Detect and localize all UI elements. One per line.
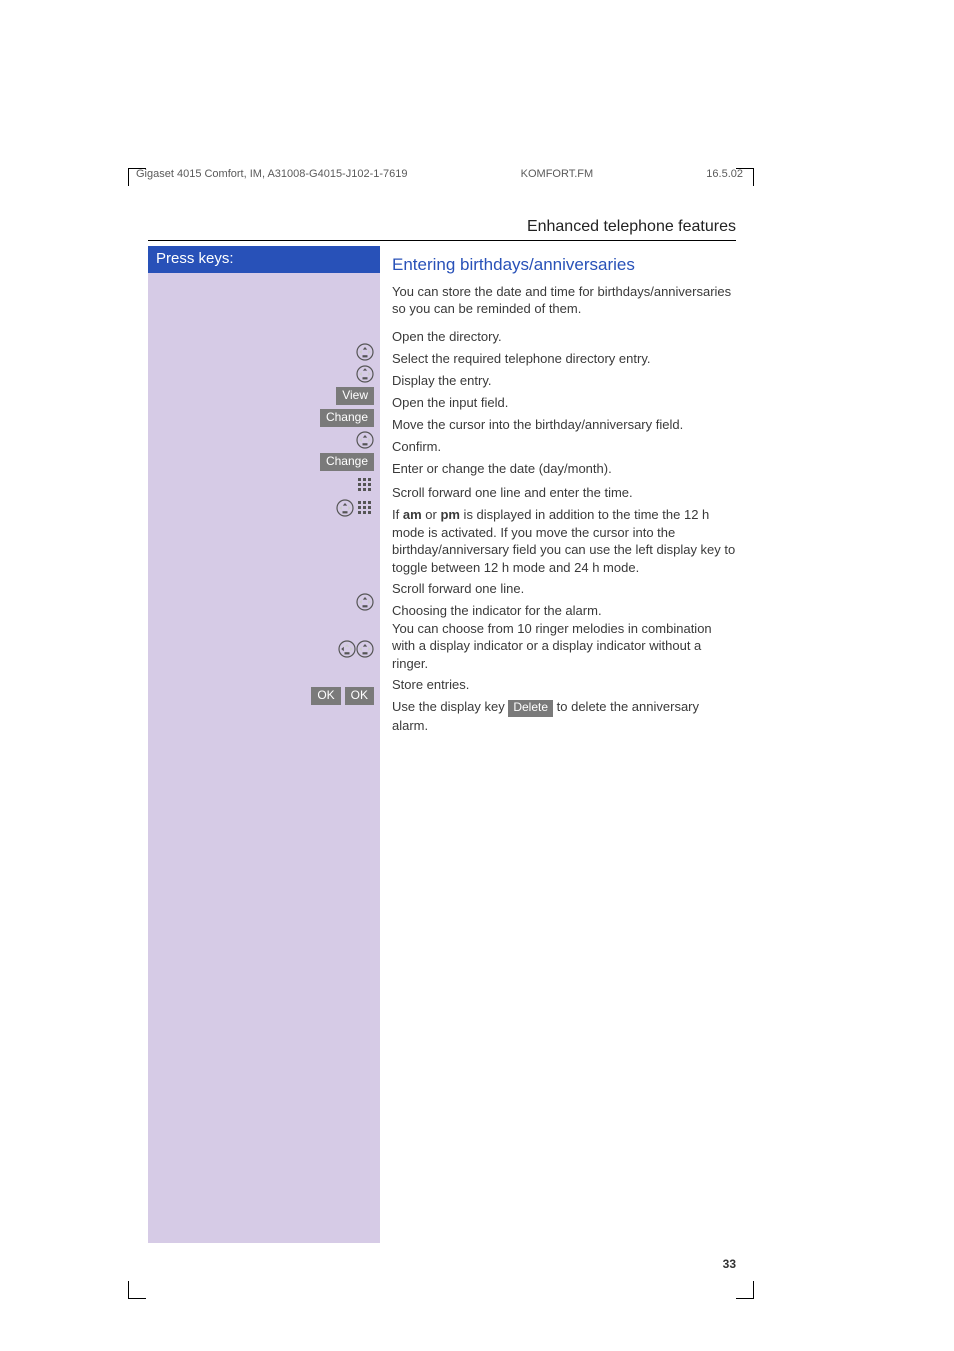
key-row	[148, 341, 380, 363]
header-rule	[148, 240, 736, 241]
nav-down-icon	[356, 431, 374, 449]
view-softkey: View	[336, 387, 374, 406]
content-area: Press keys: View Change Change OK OK Enterin…	[148, 246, 736, 1243]
key-row	[148, 707, 380, 747]
step-text: If am or pm is displayed in addition to …	[392, 504, 736, 578]
step-text: Display the entry.	[392, 370, 736, 392]
keypad-icon	[356, 499, 374, 517]
key-row: Change	[148, 407, 380, 429]
key-row	[148, 429, 380, 451]
ok-softkey: OK	[311, 687, 340, 706]
manual-page: Gigaset 4015 Comfort, IM, A31008-G4015-J…	[0, 0, 954, 1351]
step-text: Scroll forward one line.	[392, 578, 736, 600]
step-text: Use the display key Delete to delete the…	[392, 696, 736, 736]
step-text: Open the input field.	[392, 392, 736, 414]
step-text: Store entries.	[392, 674, 736, 696]
step-text: Move the cursor into the birthday/annive…	[392, 414, 736, 436]
nav-updown-icon	[356, 365, 374, 383]
step-text: Scroll forward one line and enter the ti…	[392, 482, 736, 504]
ok-softkey: OK	[345, 687, 374, 706]
nav-down-icon	[336, 499, 354, 517]
step-text: Confirm.	[392, 436, 736, 458]
crop-mark	[128, 1281, 146, 1299]
key-row	[148, 591, 380, 613]
key-row: OK OK	[148, 685, 380, 707]
nav-down-icon	[356, 640, 374, 658]
key-row: Change	[148, 451, 380, 473]
delete-softkey: Delete	[508, 700, 553, 717]
page-number: 33	[723, 1257, 736, 1271]
change-softkey: Change	[320, 453, 374, 472]
press-keys-column: Press keys: View Change Change OK OK	[148, 246, 380, 1243]
key-row	[148, 473, 380, 497]
step-text: Choosing the indicator for the alarm.You…	[392, 600, 736, 674]
nav-down-icon	[356, 343, 374, 361]
instruction-column: Entering birthdays/anniversaries You can…	[380, 246, 736, 1243]
step-text: Open the directory.	[392, 326, 736, 348]
nav-down-icon	[356, 593, 374, 611]
key-rows: View Change Change OK OK	[148, 273, 380, 747]
article-heading: Entering birthdays/anniversaries	[392, 254, 736, 277]
change-softkey: Change	[320, 409, 374, 428]
doc-id: Gigaset 4015 Comfort, IM, A31008-G4015-J…	[136, 168, 408, 180]
doc-date: 16.5.02	[706, 168, 743, 180]
nav-left-icon	[338, 640, 356, 658]
section-title: Enhanced telephone features	[527, 218, 736, 236]
step-text: Select the required telephone directory …	[392, 348, 736, 370]
key-row	[148, 613, 380, 685]
key-row	[148, 519, 380, 591]
key-row: View	[148, 385, 380, 407]
chapter-file: KOMFORT.FM	[521, 168, 594, 180]
step-list: Open the directory.Select the required t…	[392, 326, 736, 737]
article-intro: You can store the date and time for birt…	[392, 283, 736, 318]
crop-mark	[736, 1281, 754, 1299]
running-header: Gigaset 4015 Comfort, IM, A31008-G4015-J…	[130, 168, 749, 180]
keypad-icon	[356, 476, 374, 494]
key-row	[148, 363, 380, 385]
key-row	[148, 497, 380, 519]
press-keys-header: Press keys:	[148, 246, 380, 273]
step-text: Enter or change the date (day/month).	[392, 458, 736, 482]
